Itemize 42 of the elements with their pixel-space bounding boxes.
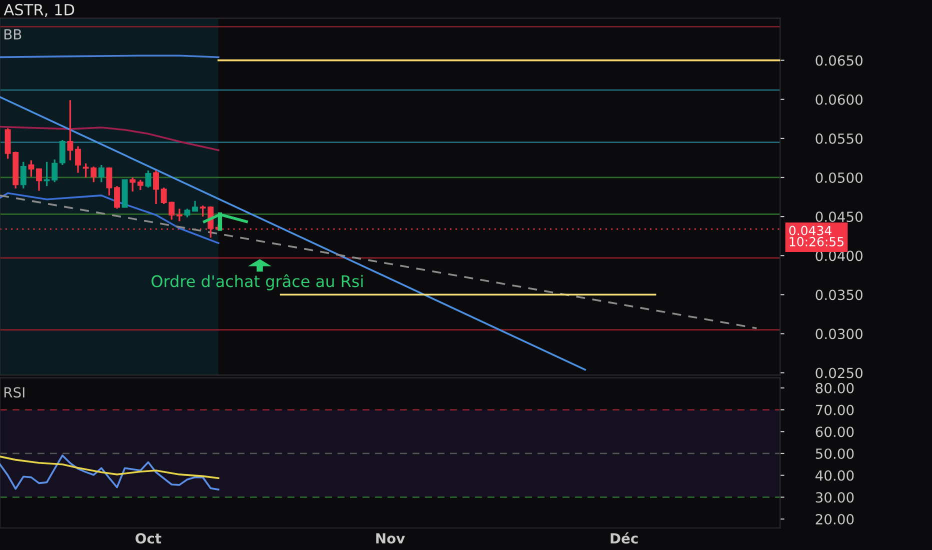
y-tick-label: 0.0250 — [816, 368, 862, 378]
y-tick-label: 70.00 — [816, 404, 854, 416]
candlestick — [130, 176, 136, 192]
annotation: RSI — [4, 387, 24, 398]
y-tick-label: 0.0600 — [816, 94, 862, 105]
y-tick-label: 0.0550 — [816, 133, 862, 144]
candlestick — [145, 170, 152, 188]
candlestick — [75, 145, 81, 174]
candlestick — [137, 178, 144, 191]
y-tick-label: 30.00 — [816, 492, 854, 503]
ref-line-label: 0.0434 10:26:55 — [789, 226, 844, 246]
y-tick-label: 0.0450 — [816, 212, 862, 222]
candlestick — [106, 166, 112, 196]
chart-title: ASTR, 1D — [4, 4, 74, 17]
x-tick-label: Déc — [610, 532, 638, 544]
line-series — [0, 126, 220, 152]
y-tick-label: 0.0350 — [816, 290, 862, 300]
y-tick-label: 0.0650 — [816, 55, 862, 66]
y-tick-label: 80.00 — [816, 382, 854, 394]
candlestick — [59, 139, 66, 166]
y-tick-label: 0.0300 — [816, 328, 862, 340]
line-series — [0, 192, 220, 244]
candlestick — [28, 159, 34, 178]
candlestick — [176, 208, 182, 222]
candlestick — [114, 185, 120, 210]
line-series — [0, 454, 220, 490]
candlestick — [153, 170, 159, 205]
x-tick-label: Oct — [136, 533, 162, 544]
y-tick-label: 40.00 — [815, 470, 854, 481]
y-tick-label: 50.00 — [816, 448, 854, 459]
candlestick — [36, 168, 42, 192]
candlestick — [98, 164, 104, 184]
candlestick — [20, 161, 26, 190]
annotation: BB — [4, 29, 22, 40]
y-tick-label: 0.0500 — [816, 172, 862, 183]
line-series — [0, 456, 220, 480]
x-tick-label: Nov — [376, 533, 405, 544]
candlestick — [67, 99, 74, 162]
y-tick-label: 60.00 — [816, 426, 854, 438]
annotation: Ordre d'achat grâce au Rsi — [152, 274, 363, 290]
y-tick-label: 20.00 — [816, 514, 854, 525]
candlestick — [192, 200, 198, 212]
